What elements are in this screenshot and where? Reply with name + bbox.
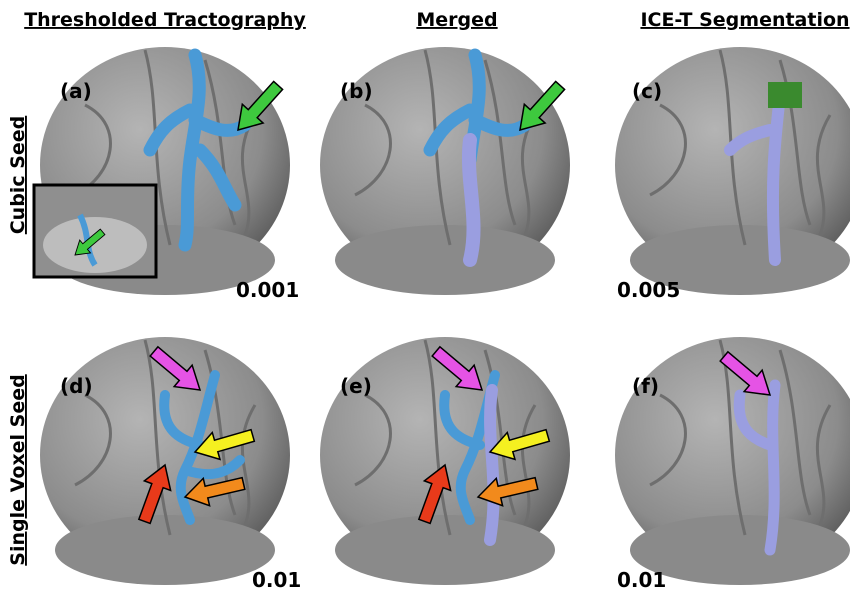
column-header: ICE-T Segmentation: [640, 9, 849, 31]
panel-label: (e): [340, 374, 372, 398]
threshold: 0.01: [617, 568, 666, 592]
column-header: Merged: [416, 9, 497, 31]
threshold: 0.001: [236, 278, 299, 302]
threshold: 0.01: [252, 568, 301, 592]
row-label: Cubic Seed: [7, 116, 29, 235]
threshold: 0.005: [617, 278, 680, 302]
panel-label: (c): [632, 79, 662, 103]
panel-label: (b): [340, 79, 373, 103]
panel-label: (d): [60, 374, 93, 398]
panel-label: (a): [60, 79, 92, 103]
tracts: [143, 48, 802, 556]
panel-label: (f): [632, 374, 659, 398]
column-header: Thresholded Tractography: [24, 9, 306, 31]
brain-renders: [38, 0, 859, 592]
row-label: Single Voxel Seed: [7, 374, 29, 565]
inset: [32, 183, 158, 279]
